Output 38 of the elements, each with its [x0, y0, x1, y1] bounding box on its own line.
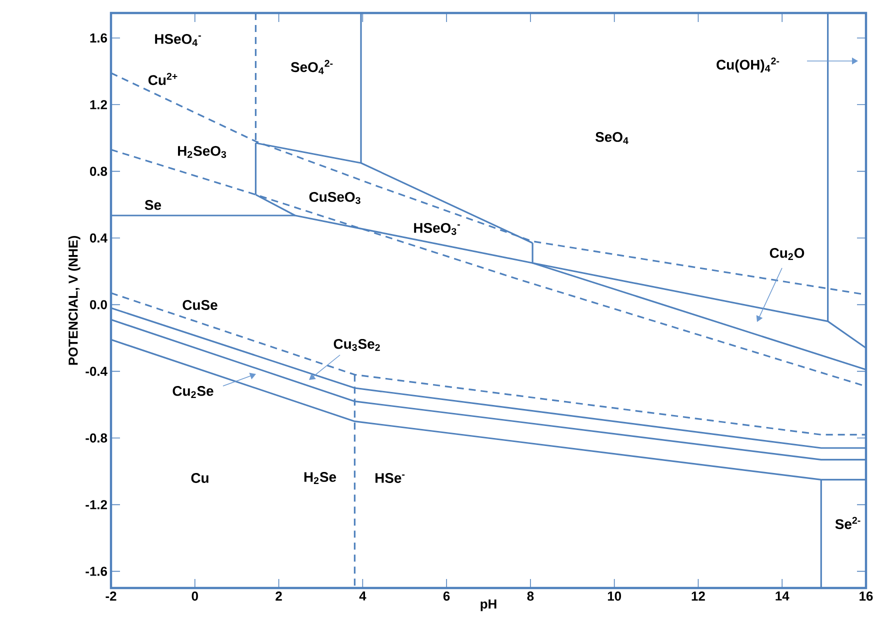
annotation: Se$^{2-}$ [835, 516, 860, 530]
annotation: Cu$_{2}$O [770, 248, 804, 260]
annotation: CuSeO$_{3}$ [309, 192, 360, 204]
annotation: Cu$_{3}$Se$_{2}$ [334, 338, 380, 351]
x-tick-label: -2 [106, 592, 116, 601]
annotation: HSe$^{-}$ [376, 473, 405, 483]
x-tick-label: 6 [443, 592, 450, 601]
annotation: SeO$_{4}$2- [290, 60, 333, 74]
x-tick-label: 8 [527, 592, 534, 601]
y-tick-label: -1.6 [86, 566, 108, 576]
annotation: Cu$_{2}$Se [172, 386, 214, 398]
y-tick-label: 1.2 [90, 100, 107, 110]
annotation: Cu [191, 473, 208, 483]
y-tick-label: -0.4 [86, 366, 108, 376]
y-axis-title: POTENCIAL, V (NHE) [68, 236, 80, 365]
annotation: CuSe [182, 300, 218, 310]
x-tick-label: 10 [608, 592, 622, 601]
annotation: SeO$_{4}$ [595, 132, 628, 144]
x-tick-label: 0 [192, 592, 198, 601]
x-axis-title: pH [480, 600, 496, 612]
y-tick-label: -0.8 [86, 433, 108, 443]
y-tick-label: -1.2 [86, 500, 107, 510]
x-tick-label: 2 [276, 592, 282, 601]
annotation: Cu(OH)$_{4}$2- [716, 58, 780, 72]
annotation: Cu$^{2+}$ [148, 72, 178, 86]
y-tick-label: 1.6 [90, 33, 108, 43]
x-tick-label: 16 [860, 592, 873, 601]
annotation: H$_{2}$SeO$_{3}$ [178, 146, 226, 158]
annotation: HSeO$_{4}$- [155, 34, 201, 46]
annotation: HSeO$_{3}$- [414, 222, 460, 235]
y-tick-label: 0.8 [90, 166, 108, 176]
x-tick-label: 12 [692, 592, 705, 601]
annotation: Se [144, 200, 162, 210]
y-tick-label: 0.0 [90, 300, 107, 310]
x-tick-label: 4 [359, 592, 366, 600]
x-tick-label: 14 [776, 592, 790, 600]
annotation: H$_{2}$Se [304, 472, 336, 484]
y-tick-label: 0.4 [90, 233, 108, 243]
